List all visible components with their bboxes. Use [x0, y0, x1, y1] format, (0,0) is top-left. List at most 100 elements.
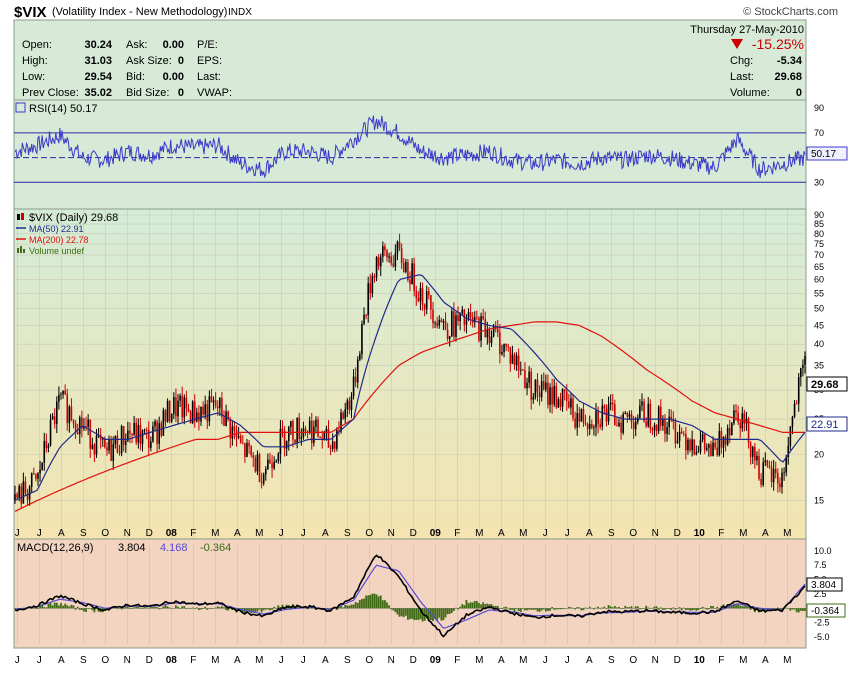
macd-histogram-bar	[432, 608, 434, 622]
macd-histogram-bar	[455, 607, 457, 609]
candle-body	[313, 426, 315, 443]
price-tick: 85	[814, 219, 824, 229]
quote-value: 0.00	[163, 39, 184, 51]
candle-body	[678, 431, 681, 441]
candle-body	[170, 413, 173, 422]
down-arrow-icon	[731, 39, 743, 49]
candle-body	[446, 329, 449, 339]
candle-body	[124, 440, 127, 445]
macd-histogram-bar	[246, 608, 248, 610]
x-tick-label: M	[211, 528, 219, 539]
candle-body	[185, 397, 188, 409]
x-axis-middle: J J A S O N D 08 F M A M J J A S O N D 09 F M A M J J A S O N D 10 F M A M	[15, 528, 792, 539]
macd-histogram-bar	[593, 608, 595, 610]
candle-body	[231, 426, 234, 439]
x-tick-label: N	[652, 655, 659, 666]
candle-body	[39, 469, 41, 474]
macd-histogram-bar	[160, 608, 163, 609]
x-tick-label: D	[674, 528, 681, 539]
macd-histogram-bar	[126, 606, 129, 609]
x-tick-label: J	[565, 655, 570, 666]
candle-body	[622, 414, 624, 433]
x-tick-label: O	[101, 528, 109, 539]
macd-histogram-bar	[567, 606, 570, 609]
macd-histogram-bar	[659, 607, 662, 609]
x-tick-label: J	[301, 528, 306, 539]
macd-histogram-bar	[375, 594, 378, 609]
x-tick-label: J	[279, 655, 284, 666]
macd-histogram-bar	[70, 604, 73, 609]
macd-histogram-bar	[501, 608, 503, 610]
candle-body	[256, 454, 259, 472]
signal-value: 4.168	[160, 542, 188, 554]
macd-histogram-bar	[791, 608, 794, 610]
macd-histogram-bar	[574, 608, 577, 610]
macd-histogram-bar	[340, 605, 342, 609]
macd-histogram-bar	[47, 603, 50, 609]
candle-body	[432, 309, 434, 324]
candle-body	[206, 404, 209, 422]
candle-body	[110, 439, 112, 461]
macd-histogram-bar	[137, 605, 140, 609]
candle-body	[685, 434, 687, 451]
candle-body	[643, 401, 645, 422]
x-tick-label: J	[15, 528, 20, 539]
candle-body	[605, 408, 608, 422]
candle-body	[442, 321, 445, 323]
candle-body	[16, 494, 18, 498]
macd-histogram-bar	[588, 606, 591, 609]
candle-body	[308, 420, 311, 432]
price-tick: 20	[814, 450, 824, 460]
candle-body	[777, 473, 779, 484]
candle-body	[95, 435, 98, 455]
candle-body	[428, 291, 430, 296]
x-tick-label: J	[15, 655, 20, 666]
candle-body	[666, 427, 668, 435]
x-tick-label: O	[101, 655, 109, 666]
candle-body	[697, 451, 700, 453]
price-last-box	[806, 376, 848, 392]
ma50-last-box	[806, 416, 848, 432]
candle-body	[78, 417, 81, 435]
macd-histogram-bar	[369, 594, 372, 609]
candle-body	[774, 468, 777, 474]
candle-body	[35, 474, 37, 479]
candle-body	[317, 419, 319, 437]
macd-histogram-bar	[208, 608, 211, 609]
candle-body	[687, 439, 689, 451]
candle-body	[624, 412, 627, 415]
macd-histogram-bar	[147, 607, 150, 609]
candle-body	[99, 434, 102, 440]
rsi-line	[14, 115, 806, 179]
candle-body	[239, 436, 242, 443]
candle-body	[22, 481, 25, 504]
candle-body	[76, 432, 79, 435]
price-tick: 65	[814, 262, 824, 272]
macd-histogram-bar	[193, 608, 196, 609]
candle-body	[471, 316, 474, 323]
quote-label: Last:	[197, 71, 221, 83]
macd-axis: 10.07.55.02.5-2.5-5.0	[814, 546, 832, 642]
macd-histogram-bar	[354, 602, 357, 609]
candle-body	[476, 317, 478, 319]
quote-label: High:	[22, 55, 48, 67]
candle-body	[499, 332, 501, 355]
macd-histogram-bar	[266, 608, 269, 610]
candle-body	[221, 397, 223, 418]
x-tick-label: N	[388, 655, 395, 666]
candle-body	[225, 411, 227, 426]
macd-histogram-bar	[718, 608, 721, 609]
macd-histogram-bar	[175, 605, 177, 609]
candle-body	[104, 438, 106, 448]
macd-histogram-bar	[89, 608, 92, 609]
candle-body	[411, 263, 413, 285]
candle-body	[789, 426, 792, 446]
macd-histogram-bar	[390, 608, 393, 610]
x-tick-label: M	[475, 528, 483, 539]
candle-body	[595, 410, 597, 428]
volume-bars-icon	[17, 248, 19, 253]
candle-body	[415, 290, 418, 298]
candle-body	[346, 400, 349, 410]
candle-body	[14, 494, 16, 501]
